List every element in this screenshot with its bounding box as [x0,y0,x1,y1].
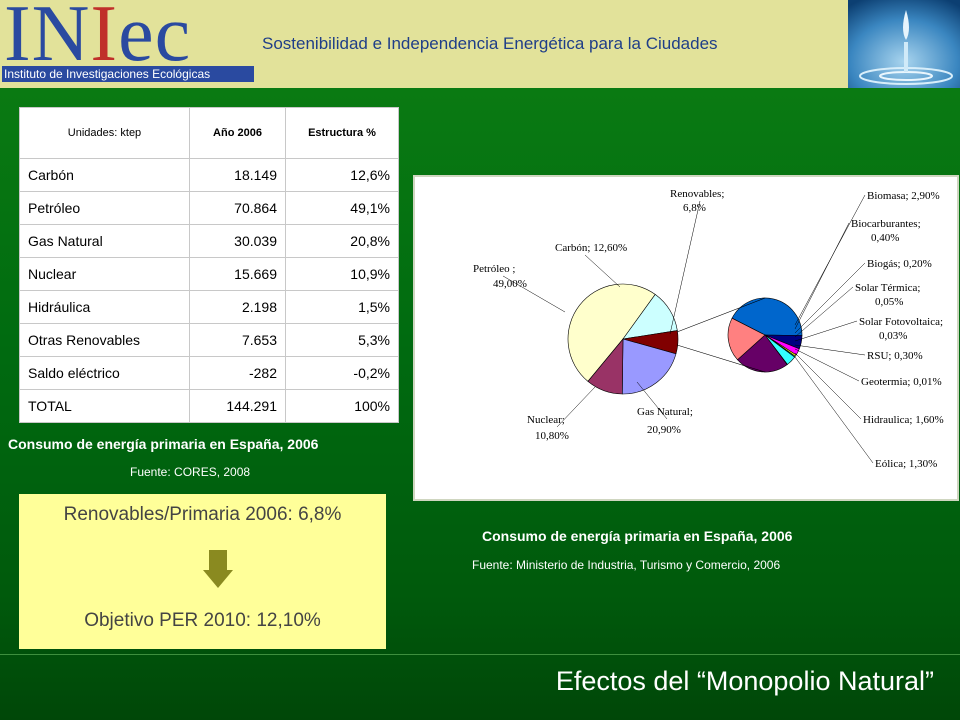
slice-value-label: 49,00% [493,278,527,290]
pie-slice [567,283,656,382]
pie-slice [727,317,766,361]
slice-label: Solar Fotovoltaica; [859,316,943,328]
table-row: TOTAL 144.291 100% [19,389,399,423]
label-leader-line [584,254,621,288]
pie-slice [587,338,624,395]
table-row: Gas Natural 30.039 20,8% [19,224,399,258]
cell-label: Gas Natural [19,224,190,258]
pie-chart: Petróleo ; 49,00% Carbón; 12,60% Renovables… [473,188,944,470]
label-leader-line [794,222,850,330]
cell-share: 20,8% [285,224,399,258]
cell-value: -282 [189,356,286,390]
table-row: Hidráulica 2.198 1,5% [19,290,399,324]
cell-share: 1,5% [285,290,399,324]
slice-label: Biogás; 0,20% [867,258,932,270]
cell-label: Hidráulica [19,290,190,324]
cell-share: 12,6% [285,158,399,192]
label-leader-line [794,286,854,338]
chart-source: Fuente: Ministerio de Industria, Turismo… [472,558,781,572]
slice-value-label: 10,80% [535,430,569,442]
cell-label: Carbón [19,158,190,192]
pie-slice [731,297,803,336]
cell-label: TOTAL [19,389,190,423]
pie-slice [737,334,788,373]
label-leader-line [556,386,596,428]
cell-share: 10,9% [285,257,399,291]
table-caption: Consumo de energía primaria en España, 2… [8,436,319,452]
logo-subtitle: Instituto de Investigaciones Ecológicas [2,66,254,82]
cell-value: 2.198 [189,290,286,324]
arrow-down-icon [203,550,233,588]
footer-divider [0,654,960,655]
label-leader-line [794,356,874,464]
table-row: Petróleo 70.864 49,1% [19,191,399,225]
column-header-units: Unidades: ktep [19,107,190,159]
pie-chart-panel: Petróleo ; 49,00% Carbón; 12,60% Renovables… [413,175,959,501]
table-row: Saldo eléctrico -282 -0,2% [19,356,399,390]
slice-label: RSU; 0,30% [867,350,923,362]
header-bar: INIec Instituto de Investigaciones Ecoló… [0,0,960,88]
slice-label: Biocarburantes; [851,218,921,230]
cell-value: 144.291 [189,389,286,423]
energy-table: Unidades: ktep Año 2006 Estructura % Car… [19,107,399,423]
slice-label: Renovables; [670,188,724,200]
column-header-structure: Estructura % [285,107,399,159]
footer-title: Efectos del “Monopolio Natural” [555,666,934,696]
cell-label: Saldo eléctrico [19,356,190,390]
slice-value-label: 0,03% [879,330,907,342]
slice-label: Eólica; 1,30% [875,458,937,470]
connector-line [676,297,766,333]
slice-label: Geotermia; 0,01% [861,376,942,388]
cell-share: 100% [285,389,399,423]
label-leader-line [794,262,866,334]
pie-slice [621,338,677,395]
cell-share: 5,3% [285,323,399,357]
cell-share: 49,1% [285,191,399,225]
table-row: Nuclear 15.669 10,9% [19,257,399,291]
slice-label: Solar Térmica; [855,282,920,294]
cell-label: Otras Renovables [19,323,190,357]
cell-value: 15.669 [189,257,286,291]
label-leader-line [669,200,701,335]
slice-label: Biomasa; 2,90% [867,190,940,202]
slice-label: Hidraulica; 1,60% [863,414,944,426]
table-source: Fuente: CORES, 2008 [130,465,251,479]
water-drop-image [848,0,960,88]
cell-label: Nuclear [19,257,190,291]
label-leader-line [794,348,860,382]
slice-label: Petróleo ; [473,263,515,275]
slice-value-label: 20,90% [647,424,681,436]
slice-value-label: 0,05% [875,296,903,308]
slice-value-label: 6,8% [683,202,706,214]
chart-caption: Consumo de energía primaria en España, 2… [482,528,793,544]
logo: INIec [4,0,192,78]
slice-label: Nuclear; [527,414,565,426]
cell-value: 18.149 [189,158,286,192]
cell-share: -0,2% [285,356,399,390]
label-leader-line [636,381,668,420]
label-leader-line [794,352,862,420]
label-leader-line [502,275,566,313]
slice-value-label: 0,40% [871,232,899,244]
label-leader-line [794,344,866,356]
table-header-row: Unidades: ktep Año 2006 Estructura % [19,107,399,159]
cell-value: 7.653 [189,323,286,357]
renewables-share-text: Renovables/Primaria 2006: 6,8% [63,504,342,525]
per-target-text: Objetivo PER 2010: 12,10% [84,610,321,631]
header-title: Sostenibilidad e Independencia Energétic… [262,34,718,53]
cell-value: 30.039 [189,224,286,258]
cell-value: 70.864 [189,191,286,225]
cell-label: Petróleo [19,191,190,225]
table-row: Carbón 18.149 12,6% [19,158,399,192]
column-header-year: Año 2006 [189,107,286,159]
target-box: Renovables/Primaria 2006: 6,8% Objetivo … [19,494,386,649]
connector-line [676,344,766,373]
slice-label: Gas Natural; [637,406,693,418]
slice-label: Carbón; 12,60% [555,242,627,254]
label-leader-line [794,320,858,342]
table-row: Otras Renovables 7.653 5,3% [19,323,399,357]
